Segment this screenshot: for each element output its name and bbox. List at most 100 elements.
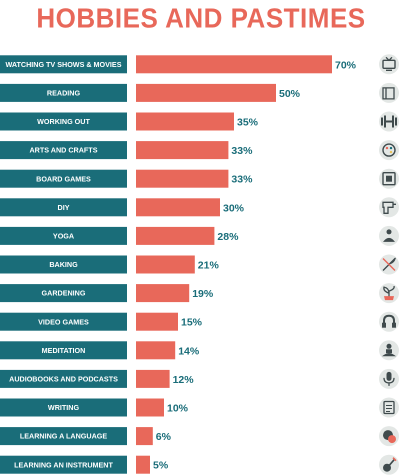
guitar-neck [388,458,396,467]
icon-badge [379,140,399,161]
plant-icon [379,283,399,304]
category-label-bar [0,55,127,74]
category-label: BAKING [49,260,78,269]
value-bar [136,83,276,102]
value-bar [136,169,229,188]
category-label-bar [0,427,127,446]
microphone-icon [379,368,399,389]
globe-icon [379,426,399,447]
value-label: 12% [173,374,195,386]
value-label: 50% [279,88,301,100]
icon-badge [379,397,399,418]
mic-head [386,371,392,381]
value-label: 14% [178,345,200,357]
bubble-accent [388,435,396,444]
notepad-icon [379,397,399,418]
bar-row: LEARNING AN INSTRUMENT 5% [0,454,399,475]
drill-icon [379,197,399,218]
category-label: WRITING [48,403,80,412]
dumbbell-shape [381,115,397,128]
notepad-outline [383,400,395,415]
guitar-head [392,457,397,462]
meditation-body [382,349,396,357]
category-label: GARDENING [42,289,86,298]
value-label: 5% [153,460,169,472]
icon-badge [379,82,399,103]
value-bar [136,427,153,446]
value-label: 10% [167,403,189,415]
value-bar [136,255,195,274]
bar-row: WORKING OUT 35% [0,111,399,132]
value-label: 30% [223,202,245,214]
headphone-left [382,322,386,328]
headphone-right [392,322,396,328]
bar-row: AUDIOBOOKS AND PODCASTS 12% [0,368,399,389]
whisk-icon [379,254,399,275]
value-label: 15% [181,317,203,329]
book-shape [382,87,395,100]
bar-row: GARDENING 19% [0,283,399,304]
meditation-icon [379,340,399,361]
value-bar [136,341,176,360]
value-label: 28% [217,231,239,243]
category-label-bar [0,83,127,102]
chart-title: HOBBIES AND PASTIMES [36,2,366,34]
bar-row: DIY 30% [0,197,399,218]
tv-antenna [385,56,393,71]
tv-icon [379,54,399,75]
value-bar [136,312,178,331]
category-label-bar [0,255,127,274]
category-label-bar [0,141,127,160]
book-icon [379,82,399,103]
board-game-icon [379,168,399,189]
value-bar [136,369,170,388]
category-label-bar [0,169,127,188]
category-label-bar [0,341,127,360]
category-label: WORKING OUT [37,117,90,126]
category-label: LEARNING A LANGUAGE [20,432,108,441]
value-label: 35% [237,117,259,129]
value-bar [136,198,220,217]
value-bar [136,284,190,303]
yoga-body [383,237,395,242]
meditation-head [386,343,392,349]
value-label: 21% [198,260,220,272]
dumbbell-icon [379,111,399,132]
gamepad-icon [379,311,399,332]
category-label: ARTS AND CRAFTS [29,146,97,155]
category-label: DIY [58,203,70,212]
value-label: 33% [231,174,253,186]
category-label: LEARNING AN INSTRUMENT [14,460,113,469]
category-label-bar [0,312,127,331]
category-label: WATCHING TV SHOWS & MOVIES [5,60,121,69]
icon-badge [379,54,399,75]
bar-row: YOGA 28% [0,225,399,246]
bar-row: BAKING 21% [0,254,399,275]
palette-dot [389,146,393,150]
category-label: MEDITATION [42,346,86,355]
board-piece [386,175,392,182]
value-bar [136,226,215,245]
mic-stand [383,377,395,386]
bar-row: BOARD GAMES 33% [0,168,399,189]
bar-row: LEARNING A LANGUAGE 6% [0,426,399,447]
category-label-bar [0,369,127,388]
category-label-bar [0,284,127,303]
guitar-icon [379,454,399,475]
bar-row: MEDITATION 14% [0,340,399,361]
whisk-accent [382,258,396,271]
yoga-head [386,229,392,235]
value-bar [136,112,234,131]
category-label-bar [0,198,127,217]
value-bar [136,55,332,74]
value-bar [136,455,150,474]
value-bar [136,141,229,160]
palette-outline [382,143,396,157]
category-label-bar [0,112,127,131]
value-bar [136,398,164,417]
category-label-bar [0,398,127,417]
plant-pot [384,296,394,301]
category-label-bar [0,226,127,245]
bar-row: WATCHING TV SHOWS & MOVIES 70% [0,54,399,75]
